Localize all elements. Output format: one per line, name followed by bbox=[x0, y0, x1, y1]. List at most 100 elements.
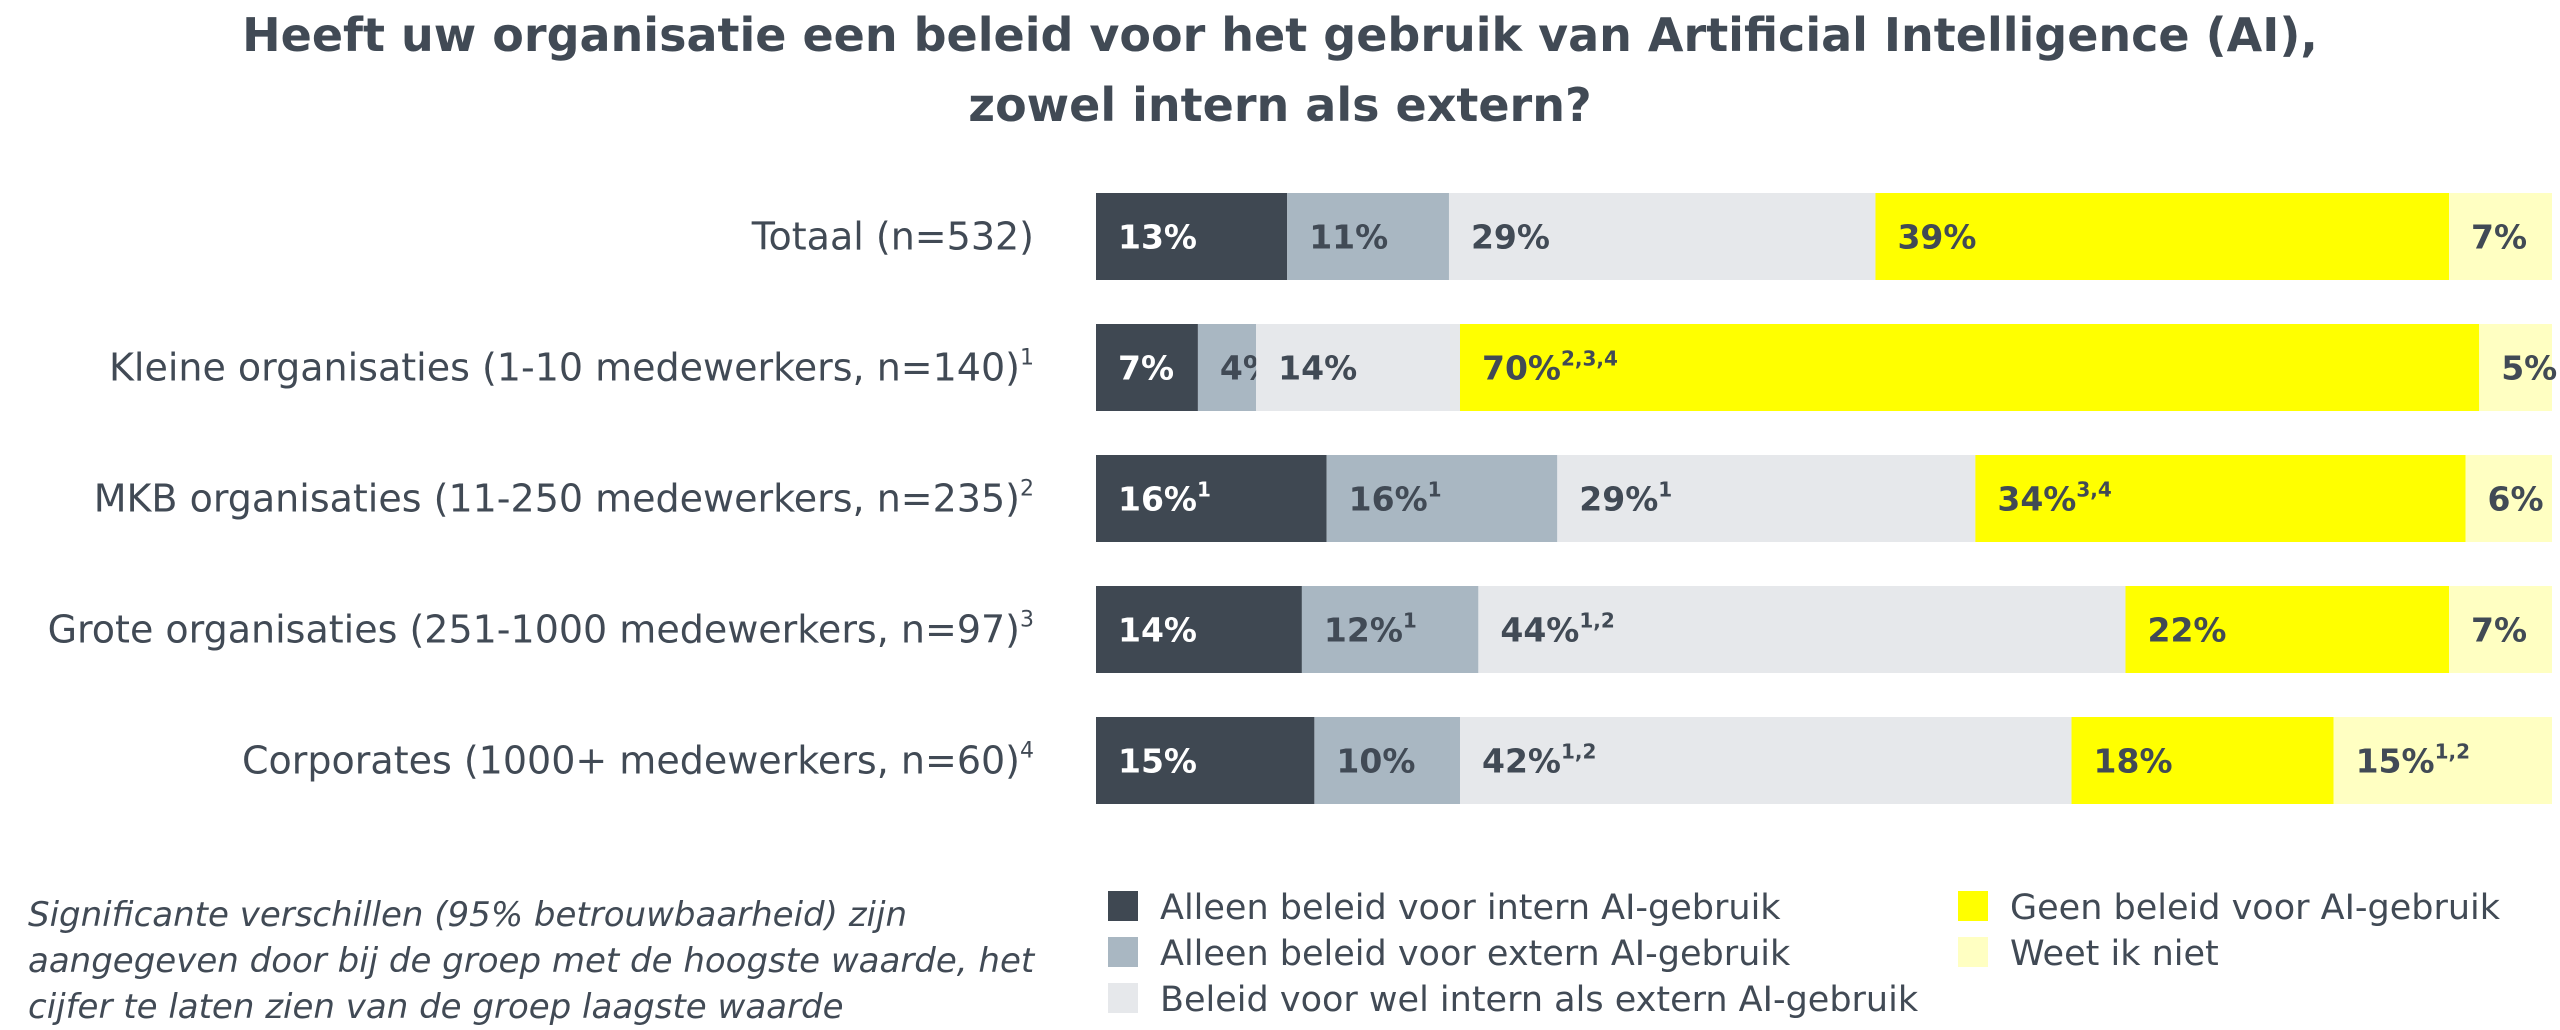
data-label-value: 11% bbox=[1309, 218, 1388, 257]
category-label: MKB organisaties (11-250 medewerkers, n=… bbox=[94, 477, 1034, 521]
bar-segment bbox=[2125, 586, 2450, 673]
data-label-value: 10% bbox=[1336, 742, 1415, 781]
bar-segment bbox=[1460, 717, 2072, 804]
data-label-value: 7% bbox=[2471, 218, 2527, 257]
data-label-superscript: 3,4 bbox=[2076, 478, 2111, 502]
bar-segment bbox=[1256, 324, 1460, 411]
data-label: 11% bbox=[1309, 218, 1388, 257]
legend-swatch bbox=[1958, 937, 1988, 967]
data-label-superscript: 1 bbox=[1428, 478, 1442, 502]
data-label: 14% bbox=[1278, 349, 1357, 388]
legend-swatch bbox=[1958, 891, 1988, 921]
data-label: 29% bbox=[1471, 218, 1550, 257]
category-label-superscript: 1 bbox=[1020, 346, 1034, 371]
chart-title-line-2: zowel intern als extern? bbox=[968, 78, 1592, 132]
data-label: 34%3,4 bbox=[1997, 478, 2111, 519]
chart-title: Heeft uw organisatie een beleid voor het… bbox=[0, 0, 2560, 140]
data-label-value: 29% bbox=[1471, 218, 1550, 257]
bar-segment bbox=[1875, 193, 2450, 280]
data-label-value: 6% bbox=[2488, 480, 2544, 519]
chart-title-line-1: Heeft uw organisatie een beleid voor het… bbox=[242, 8, 2318, 62]
legend-label: Alleen beleid voor extern AI-gebruik bbox=[1160, 934, 1791, 974]
data-label: 39% bbox=[1897, 218, 1976, 257]
bar-segment bbox=[1096, 455, 1327, 542]
data-label-value: 7% bbox=[2471, 611, 2527, 650]
bar-segment bbox=[1478, 586, 2126, 673]
data-label-superscript: 1 bbox=[1403, 609, 1417, 633]
data-label: 12%1 bbox=[1324, 609, 1417, 650]
legend-swatch bbox=[1108, 937, 1138, 967]
data-label: 18% bbox=[2094, 742, 2173, 781]
category-label-text: MKB organisaties (11-250 medewerkers, n=… bbox=[94, 477, 1020, 521]
data-label: 22% bbox=[2147, 611, 2226, 650]
category-label-text: Totaal (n=532) bbox=[751, 215, 1034, 259]
data-label: 7% bbox=[2471, 611, 2527, 650]
category-label-superscript: 2 bbox=[1020, 477, 1034, 502]
bar-segment bbox=[1287, 193, 1449, 280]
legend-label: Geen beleid voor AI-gebruik bbox=[2010, 888, 2501, 928]
bar-segment bbox=[1975, 455, 2466, 542]
category-label: Kleine organisaties (1-10 medewerkers, n… bbox=[109, 346, 1034, 390]
data-label-superscript: 1,2 bbox=[1579, 609, 1614, 633]
data-label-value: 16% bbox=[1118, 480, 1197, 519]
category-label: Totaal (n=532) bbox=[751, 215, 1034, 259]
category-label-text: Grote organisaties (251-1000 medewerkers… bbox=[48, 608, 1020, 652]
bar-segment bbox=[2333, 717, 2552, 804]
bar-segment bbox=[1096, 717, 1315, 804]
legend-item: Geen beleid voor AI-gebruik bbox=[1958, 885, 2500, 931]
data-label-value: 39% bbox=[1897, 218, 1976, 257]
legend-item: Weet ik niet bbox=[1958, 931, 2219, 977]
bar-segment bbox=[1326, 455, 1558, 542]
bar-segment bbox=[2071, 717, 2334, 804]
data-label: 14% bbox=[1118, 611, 1197, 650]
data-label-value: 34% bbox=[1997, 480, 2076, 519]
legend-item: Alleen beleid voor extern AI-gebruik bbox=[1108, 931, 1790, 977]
data-label-superscript: 1,2 bbox=[1561, 740, 1596, 764]
legend-swatch bbox=[1108, 891, 1138, 921]
data-label-value: 12% bbox=[1324, 611, 1403, 650]
data-label: 7% bbox=[1118, 349, 1174, 388]
data-label-value: 18% bbox=[2094, 742, 2173, 781]
data-label: 15%1,2 bbox=[2356, 740, 2470, 781]
legend-label: Beleid voor wel intern als extern AI-geb… bbox=[1160, 980, 1919, 1020]
stacked-bar-chart: Totaal (n=532) 13% 11% 29% 39% 7% Kleine organ… bbox=[48, 193, 2557, 804]
bar-segment bbox=[2479, 324, 2552, 411]
data-label-value: 14% bbox=[1118, 611, 1197, 650]
category-label-superscript: 4 bbox=[1020, 739, 1034, 764]
data-label-value: 29% bbox=[1579, 480, 1658, 519]
legend-swatch bbox=[1108, 983, 1138, 1013]
data-label-value: 16% bbox=[1349, 480, 1428, 519]
category-label: Corporates (1000+ medewerkers, n=60)4 bbox=[242, 739, 1034, 783]
bar-segment bbox=[2449, 193, 2552, 280]
data-label: 15% bbox=[1118, 742, 1197, 781]
data-label-value: 15% bbox=[2356, 742, 2435, 781]
data-label-value: 70% bbox=[1482, 349, 1561, 388]
bar-segment bbox=[1096, 324, 1198, 411]
category-label: Grote organisaties (251-1000 medewerkers… bbox=[48, 608, 1034, 652]
data-label-superscript: 2,3,4 bbox=[1561, 347, 1618, 371]
data-label: 29%1 bbox=[1579, 478, 1672, 519]
category-label-text: Kleine organisaties (1-10 medewerkers, n… bbox=[109, 346, 1020, 390]
data-label-value: 44% bbox=[1500, 611, 1579, 650]
data-label: 42%1,2 bbox=[1482, 740, 1596, 781]
data-label-superscript: 1 bbox=[1197, 478, 1211, 502]
data-label: 16%1 bbox=[1349, 478, 1442, 519]
data-label-value: 14% bbox=[1278, 349, 1357, 388]
bar-segment bbox=[1096, 193, 1288, 280]
data-label: 6% bbox=[2488, 480, 2544, 519]
data-label-value: 5% bbox=[2501, 349, 2557, 388]
category-label-text: Corporates (1000+ medewerkers, n=60) bbox=[242, 739, 1020, 783]
data-label: 5% bbox=[2501, 349, 2557, 388]
bar-segment bbox=[2449, 586, 2552, 673]
data-label: 7% bbox=[2471, 218, 2527, 257]
legend-label: Alleen beleid voor intern AI-gebruik bbox=[1160, 888, 1781, 928]
data-label: 44%1,2 bbox=[1500, 609, 1614, 650]
data-label-value: 7% bbox=[1118, 349, 1174, 388]
bar-segment bbox=[1460, 324, 2480, 411]
data-label: 16%1 bbox=[1118, 478, 1211, 519]
legend-item: Alleen beleid voor intern AI-gebruik bbox=[1108, 885, 1781, 931]
data-label-value: 42% bbox=[1482, 742, 1561, 781]
bar-segment bbox=[2465, 455, 2552, 542]
bar-segment bbox=[1301, 586, 1479, 673]
bar-segment bbox=[1197, 324, 1257, 411]
